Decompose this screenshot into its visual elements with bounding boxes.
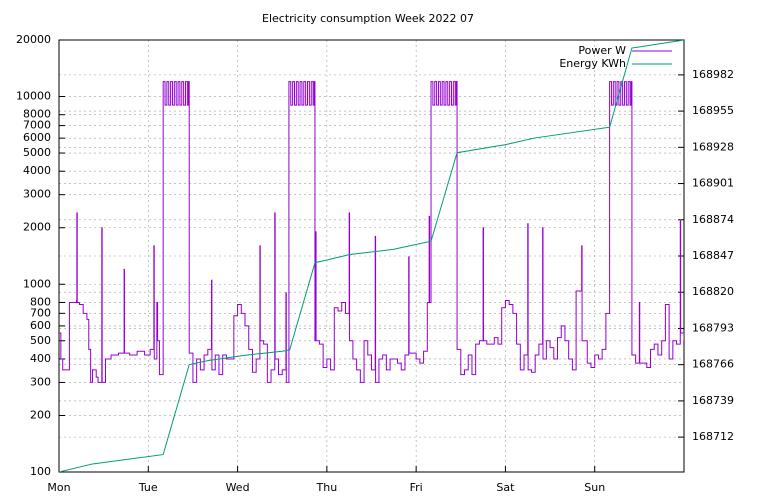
y2-tick-label: 168793 [692,321,734,334]
x-tick-label: Tue [138,481,158,494]
y-tick-label: 2000 [23,221,51,234]
y-tick-label: 8000 [23,108,51,121]
y-tick-label: 600 [30,319,51,332]
y-tick-label: 500 [30,334,51,347]
y2-tick-label: 168955 [692,104,734,117]
y2-tick-label: 168739 [692,394,734,407]
plot-border [58,39,685,473]
y2-tick-label: 168820 [692,285,734,298]
x-tick-label: Fri [410,481,423,494]
y2-tick-label: 168766 [692,358,734,371]
x-tick-label: Sat [496,481,515,494]
y2-tick-label: 168982 [692,68,734,81]
y-tick-label: 4000 [23,164,51,177]
y-tick-label: 6000 [23,131,51,144]
y-tick-label: 800 [30,295,51,308]
series-line [59,40,684,472]
chart-title: Electricity consumption Week 2022 07 [262,12,474,25]
y2-tick-label: 168712 [692,430,734,443]
legend-label: Energy KWh [559,57,626,70]
series-line [59,81,684,383]
y2-tick-label: 168874 [692,213,734,226]
y-tick-label: 3000 [23,188,51,201]
y-tick-label: 7000 [23,119,51,132]
y-tick-label: 10000 [16,90,51,103]
y-tick-label: 700 [30,306,51,319]
y-tick-label: 300 [30,375,51,388]
legend-label: Power W [578,44,626,57]
y2-tick-label: 168901 [692,177,734,190]
y-tick-label: 400 [30,352,51,365]
x-tick-label: Sun [584,481,605,494]
y2-tick-label: 168928 [692,140,734,153]
x-tick-label: Mon [47,481,70,494]
y2-tick-label: 168847 [692,249,734,262]
y-tick-label: 100 [30,465,51,478]
y-tick-label: 20000 [16,33,51,46]
x-tick-label: Wed [226,481,250,494]
y-tick-label: 5000 [23,146,51,159]
y-tick-label: 200 [30,408,51,421]
y-tick-label: 1000 [23,277,51,290]
x-tick-label: Thu [316,481,338,494]
